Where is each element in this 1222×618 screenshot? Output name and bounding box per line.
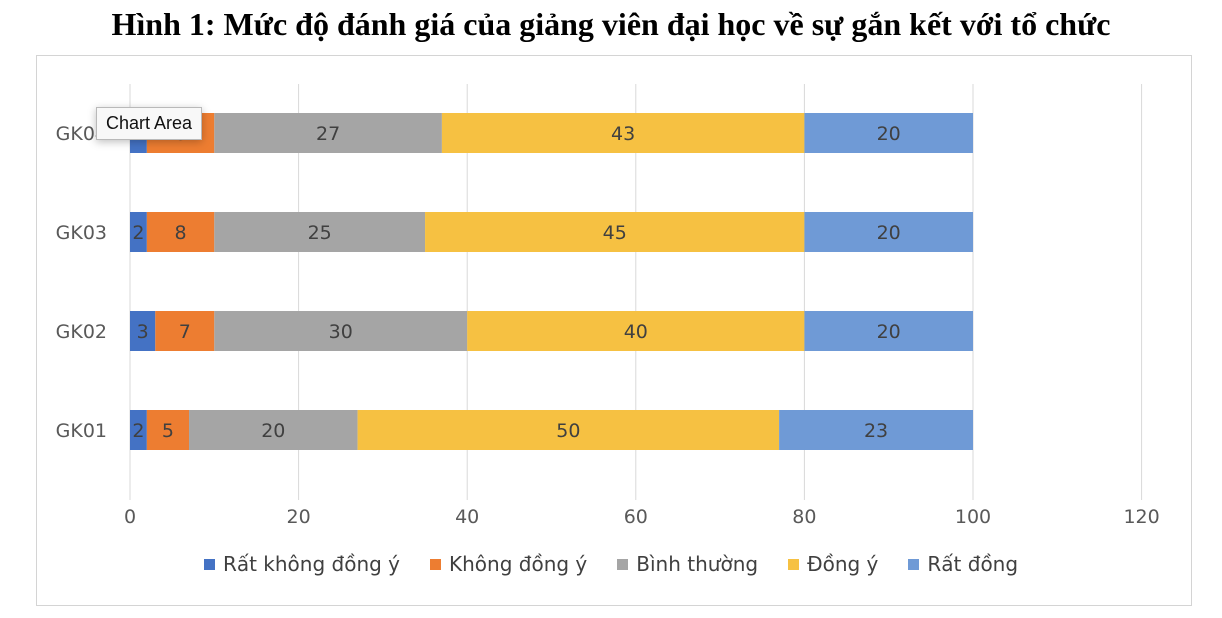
legend-label-4: Rất đồng — [927, 552, 1019, 576]
data-label-GK03-series-0: 2 — [132, 222, 144, 244]
bar-GK01-series-1 — [146, 410, 190, 450]
bar-GK01-series-0 — [130, 410, 147, 450]
data-label-GK01-series-4: 23 — [864, 420, 888, 442]
legend-item-3[interactable]: Đồng ý — [788, 552, 878, 576]
data-label-GK02-series-2: 30 — [329, 321, 353, 343]
chart-title: Hình 1: Mức độ đánh giá của giảng viên đ… — [111, 6, 1111, 42]
data-label-GK03-series-1: 8 — [175, 222, 187, 244]
legend-item-1[interactable]: Không đồng ý — [430, 552, 587, 576]
legend-label-1: Không đồng ý — [449, 552, 588, 576]
bar-GK03-series-3 — [425, 212, 805, 252]
legend-swatch-1 — [430, 558, 442, 570]
legend-item-2[interactable]: Bình thường — [617, 552, 758, 576]
data-label-GK02-series-3: 40 — [624, 321, 648, 343]
legend-label-2: Bình thường — [636, 552, 759, 576]
y-tick-label-GK03: GK03 — [56, 222, 107, 244]
bar-GK04-series-3 — [441, 113, 805, 153]
x-tick-label-0: 0 — [124, 506, 136, 528]
data-label-GK03-series-4: 20 — [877, 222, 901, 244]
chart-area-tooltip: Chart Area — [96, 107, 203, 140]
x-tick-label-120: 120 — [1123, 506, 1159, 528]
legend-item-4[interactable]: Rất đồng — [908, 552, 1018, 576]
y-tick-label-GK01: GK01 — [56, 420, 107, 442]
legend-swatch-2 — [617, 558, 629, 570]
data-label-GK04-series-4: 20 — [877, 123, 901, 145]
bar-GK03-series-1 — [146, 212, 215, 252]
data-label-GK03-series-2: 25 — [308, 222, 332, 244]
legend-item-0[interactable]: Rất không đồng ý — [203, 552, 401, 576]
legend-label-3: Đồng ý — [807, 552, 879, 576]
bar-GK02-series-0 — [130, 311, 156, 351]
bar-GK01-series-4 — [779, 410, 973, 450]
bar-GK02-series-2 — [214, 311, 468, 351]
x-tick-label-20: 20 — [287, 506, 311, 528]
data-label-GK04-series-2: 27 — [316, 123, 340, 145]
y-tick-label-GK02: GK02 — [56, 321, 107, 343]
bar-GK01-series-3 — [357, 410, 780, 450]
data-label-GK02-series-1: 7 — [179, 321, 191, 343]
data-label-GK02-series-0: 3 — [137, 321, 149, 343]
x-tick-label-60: 60 — [624, 506, 648, 528]
data-label-GK03-series-3: 45 — [603, 222, 627, 244]
data-label-GK02-series-4: 20 — [877, 321, 901, 343]
bar-GK01-series-2 — [189, 410, 358, 450]
bar-GK04-series-2 — [214, 113, 442, 153]
legend-swatch-3 — [788, 558, 800, 570]
y-tick-label-GK04: GK04 — [56, 123, 107, 145]
bar-GK03-series-4 — [804, 212, 973, 252]
data-label-GK01-series-3: 50 — [556, 420, 580, 442]
chart-legend[interactable]: Rất không đồng ý Không đồng ý Bình thường Đ… — [0, 552, 1222, 576]
bar-GK02-series-3 — [467, 311, 805, 351]
data-label-GK01-series-2: 20 — [261, 420, 285, 442]
data-label-GK04-series-3: 43 — [611, 123, 635, 145]
data-label-GK01-series-1: 5 — [162, 420, 174, 442]
chart-area[interactable] — [36, 55, 1192, 606]
x-tick-label-40: 40 — [455, 506, 479, 528]
x-tick-label-100: 100 — [955, 506, 991, 528]
bar-GK03-series-0 — [130, 212, 147, 252]
bar-GK04-series-4 — [804, 113, 973, 153]
bar-GK03-series-2 — [214, 212, 426, 252]
bar-GK02-series-1 — [155, 311, 215, 351]
legend-swatch-4 — [908, 558, 920, 570]
bar-GK02-series-4 — [804, 311, 973, 351]
data-label-GK01-series-0: 2 — [132, 420, 144, 442]
legend-label-0: Rất không đồng ý — [222, 552, 401, 576]
x-tick-label-80: 80 — [792, 506, 816, 528]
legend-swatch-0 — [203, 558, 215, 570]
